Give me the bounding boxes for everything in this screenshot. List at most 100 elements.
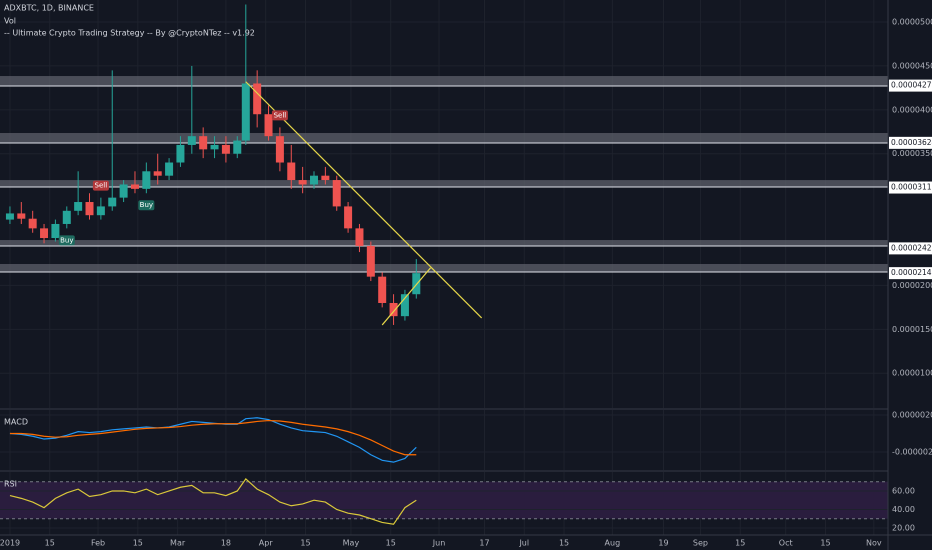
x-tick-label: Jul: [518, 539, 529, 548]
candle-body: [40, 228, 49, 239]
candle-body: [366, 245, 375, 277]
signal-label: Buy: [140, 201, 153, 209]
x-tick-label: 15: [559, 539, 569, 548]
x-tick-label: Mar: [170, 539, 186, 548]
candle-body: [5, 213, 14, 220]
plot-layer: Sell Buy Buy Sell: [0, 0, 888, 535]
x-tick-label: Apr: [259, 539, 274, 548]
y-tick-label: 0.00002000: [892, 281, 932, 290]
candle-body: [264, 114, 273, 137]
indicator-line: [9, 419, 417, 456]
zone: [0, 240, 888, 247]
candle-body: [62, 210, 71, 224]
rsi-title: RSI: [4, 480, 17, 489]
x-tick-label: 2019: [0, 539, 20, 548]
candle-body: [74, 202, 83, 211]
y-tick-label: 0.00001000: [892, 369, 932, 378]
price-level-label: 0.00003115: [891, 183, 932, 192]
candle-body: [85, 202, 94, 216]
x-tick-label: 17: [479, 539, 489, 548]
candle-body: [275, 136, 284, 163]
zone: [0, 264, 888, 272]
candle-body: [108, 197, 117, 207]
candle-body: [344, 206, 353, 229]
candle-body: [241, 83, 250, 141]
x-tick-label: Nov: [866, 539, 882, 548]
x-tick-label: 15: [386, 539, 396, 548]
candle-body: [298, 180, 307, 185]
trendline: [381, 267, 431, 326]
rsi-band: [0, 481, 888, 519]
candle-body: [176, 144, 185, 163]
y-tick-label: 0.00004000: [892, 105, 932, 114]
candle-body: [378, 276, 387, 303]
y-tick-label: 0.00000200: [892, 410, 932, 419]
x-tick-label: 15: [133, 539, 143, 548]
y-tick-label: 20.00: [892, 523, 915, 532]
y-tick-label: 0.00004500: [892, 61, 932, 70]
x-tick-label: 19: [658, 539, 668, 548]
candle-body: [400, 294, 409, 317]
x-tick-label: Jun: [432, 539, 446, 548]
zone: [0, 133, 888, 144]
candle-body: [28, 218, 37, 229]
candle-body: [233, 140, 242, 154]
price-level-box: [889, 242, 932, 255]
candle-body: [199, 136, 208, 150]
signal-box: [58, 235, 75, 246]
zone: [0, 180, 888, 188]
x-tick-label: May: [343, 539, 360, 548]
price-level-label: 0.00002140: [891, 268, 932, 277]
x-tick-label: 15: [300, 539, 310, 548]
y-tick-label: 40.00: [892, 505, 915, 514]
candle-body: [389, 302, 398, 317]
candle-body: [187, 136, 196, 145]
x-tick-label: 15: [820, 539, 830, 548]
price-level-box: [889, 267, 932, 280]
candle-body: [51, 223, 60, 239]
candle-body: [321, 175, 330, 181]
x-tick-label: 15: [735, 539, 745, 548]
zone: [0, 76, 888, 87]
symbol: ADXBTC, 1D, BINANCE: [4, 4, 94, 13]
signal-box: [138, 200, 155, 211]
candle-body: [253, 83, 262, 115]
x-tick-label: 18: [221, 539, 231, 548]
candle-body: [355, 228, 364, 246]
y-tick-label: 0.00003500: [892, 149, 932, 158]
y-tick-label: -0.00000200: [892, 447, 932, 456]
trendline: [245, 81, 483, 319]
candle-body: [17, 213, 26, 219]
signal-label: Sell: [274, 111, 287, 119]
candle-body: [221, 144, 230, 154]
y-tick-label: 0.00005000: [892, 18, 932, 27]
price-level-label: 0.00003624: [891, 138, 932, 147]
candle-body: [165, 162, 174, 176]
signal-box: [92, 180, 109, 191]
signal-label: Sell: [95, 182, 108, 190]
signal-label: Buy: [60, 236, 73, 244]
x-tick-label: Sep: [693, 539, 708, 548]
signal-box: [271, 110, 288, 121]
y-tick-label: 60.00: [892, 486, 915, 495]
macd-title: MACD: [4, 418, 28, 427]
price-level-box: [889, 79, 932, 92]
price-level-box: [889, 181, 932, 194]
x-tick-label: 15: [45, 539, 55, 548]
indicator-line: [9, 478, 417, 525]
candle-body: [119, 184, 128, 198]
strategy-label: -- Ultimate Crypto Trading Strategy -- B…: [4, 29, 255, 38]
candle-body: [332, 180, 341, 207]
candle-body: [309, 175, 318, 185]
candle-body: [287, 162, 296, 181]
price-level-label: 0.00004276: [891, 81, 932, 90]
candle-body: [130, 184, 139, 189]
candle-body: [153, 171, 162, 176]
candle-body: [210, 144, 219, 150]
y-tick-label: 0.00001500: [892, 325, 932, 334]
candle-body: [142, 171, 151, 189]
candle-body: [412, 273, 421, 295]
x-tick-label: Feb: [91, 539, 105, 548]
